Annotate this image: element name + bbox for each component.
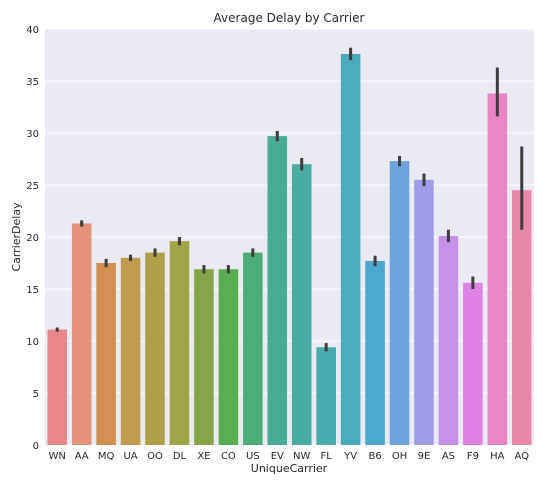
x-axis-label: UniqueCarrier (251, 462, 328, 475)
bar-aq (511, 190, 532, 445)
x-tick-label: MQ (98, 451, 115, 462)
bar-oh (389, 161, 410, 445)
bar-dl (169, 241, 190, 445)
bar-f9 (463, 282, 483, 445)
y-tick-label: 25 (26, 181, 39, 192)
x-tick-label: AQ (515, 451, 530, 462)
x-tick-label: WN (49, 451, 66, 462)
x-tick-label: XE (197, 451, 210, 462)
x-tick-label: FL (321, 451, 333, 462)
bar-mq (96, 263, 116, 445)
x-tick-label: NW (293, 451, 310, 462)
bar-wn (47, 329, 68, 445)
bar-xe (194, 269, 214, 445)
x-tick-label: DL (173, 451, 187, 462)
y-axis-label: CarrierDelay (10, 202, 23, 272)
y-tick-label: 40 (26, 25, 39, 36)
bar-ev (267, 136, 288, 445)
x-tick-label: AA (75, 451, 89, 462)
x-tick-label: OO (147, 451, 163, 462)
x-tick-label: CO (221, 451, 236, 462)
chart-title: Average Delay by Carrier (214, 11, 365, 25)
x-tick-label: OH (392, 451, 407, 462)
x-tick-label: 9E (418, 451, 431, 462)
error-bars (55, 47, 524, 352)
bar-9e (414, 179, 434, 446)
y-tick-label: 10 (26, 337, 39, 348)
y-tick-label: 15 (26, 285, 39, 296)
x-tick-label: EV (271, 451, 284, 462)
bars (47, 53, 532, 446)
x-tick-label: B6 (368, 451, 381, 462)
bar-ua (120, 257, 141, 445)
x-tick-label: F9 (467, 451, 479, 462)
x-tick-label: YV (343, 451, 357, 462)
bar-co (218, 269, 239, 445)
bar-fl (316, 347, 336, 445)
x-tick-label: AS (442, 451, 455, 462)
bar-b6 (365, 260, 385, 445)
bar-oo (145, 252, 165, 445)
bar-aa (71, 223, 92, 445)
x-tick-label: US (246, 451, 260, 462)
bar-as (438, 235, 459, 445)
x-tick-label: HA (490, 451, 505, 462)
y-tick-label: 0 (33, 441, 39, 452)
bar-ha (487, 93, 508, 445)
bar-us (243, 252, 263, 445)
y-tick-label: 35 (26, 77, 39, 88)
y-tick-label: 5 (33, 389, 39, 400)
x-tick-label: UA (123, 451, 137, 462)
bar-yv (340, 53, 361, 446)
bar-nw (291, 164, 312, 445)
y-tick-label: 30 (26, 129, 39, 140)
y-tick-label: 20 (26, 233, 39, 244)
y-axis-ticks: 0 5 10 15 20 25 30 35 40 (26, 25, 39, 452)
x-axis-ticks: WN AA MQ UA OO DL XE CO US EV NW FL YV B6 OH 9E AS F9 HA AQ (49, 451, 530, 462)
